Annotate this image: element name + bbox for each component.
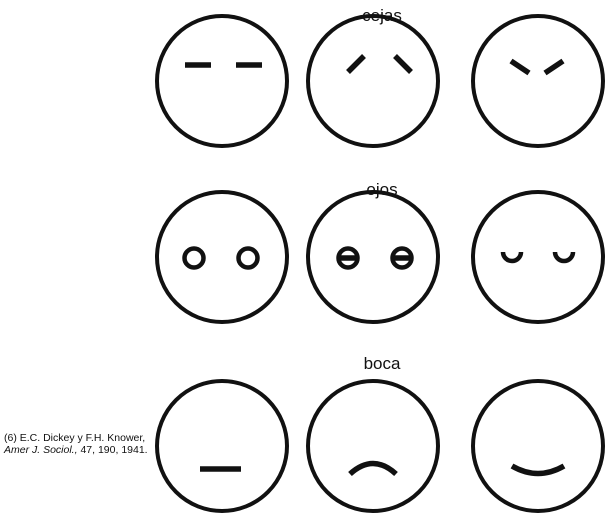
face-outline: [471, 190, 605, 324]
face-eyebrows-frown-v: [471, 14, 605, 148]
face-mouth-frown: [306, 379, 440, 513]
face-outline: [471, 14, 605, 148]
left-eye: [336, 246, 360, 270]
right-eye: [552, 251, 576, 264]
face-outline: [306, 379, 440, 513]
right-eyebrow: [543, 58, 565, 76]
face-outline: [306, 14, 440, 148]
face-eyes-open-rings: [155, 190, 289, 324]
face-eyebrows-flat: [155, 14, 289, 148]
row-label-2: boca: [364, 354, 401, 373]
right-eye: [236, 246, 260, 270]
face-eyes-rings-with-bar: [306, 190, 440, 324]
left-eye: [182, 246, 206, 270]
face-outline: [155, 190, 289, 324]
right-eyebrow: [393, 54, 413, 74]
face-mouth-smile: [471, 379, 605, 513]
citation-volume-pages-year: 47, 190, 1941.: [77, 444, 148, 456]
right-eye: [390, 246, 414, 270]
mouth: [510, 463, 566, 477]
face-eyebrows-raised-inner-low-outer: [306, 14, 440, 148]
left-eye: [500, 251, 524, 264]
face-outline: [155, 14, 289, 148]
citation-authors: (6) E.C. Dickey y F.H. Knower,: [4, 432, 146, 444]
citation: (6) E.C. Dickey y F.H. Knower, Amer J. S…: [4, 432, 154, 456]
mouth: [348, 460, 398, 477]
face-outline: [471, 379, 605, 513]
left-eyebrow: [509, 58, 531, 76]
face-mouth-straight: [155, 379, 289, 513]
left-eyebrow: [346, 54, 366, 74]
face-outline: [155, 379, 289, 513]
face-outline: [306, 190, 440, 324]
face-eyes-cups: [471, 190, 605, 324]
citation-journal: Amer J. Sociol.,: [4, 444, 78, 456]
